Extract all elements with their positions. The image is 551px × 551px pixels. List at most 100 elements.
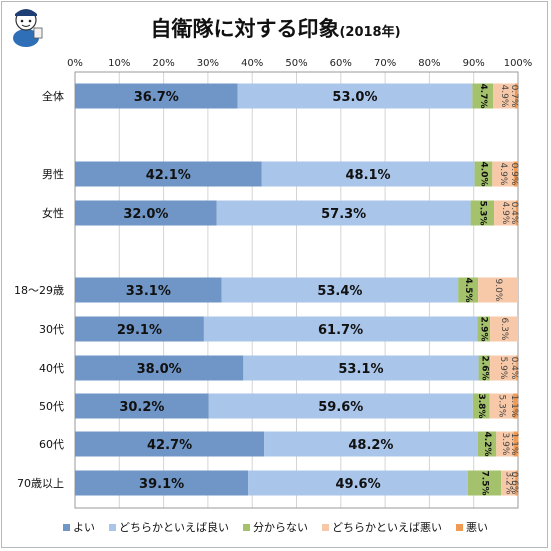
data-label: 48.2% xyxy=(348,438,393,453)
x-tick-label: 100% xyxy=(504,58,533,69)
bar-segment xyxy=(514,83,518,109)
data-label: 1.1% xyxy=(509,395,519,418)
category-label: 40代 xyxy=(39,362,64,375)
legend-swatch xyxy=(322,523,329,531)
bar-segment xyxy=(501,470,516,496)
legend-label: よい xyxy=(73,521,95,534)
bar-segment xyxy=(216,200,471,226)
data-label: 5.9% xyxy=(498,357,508,380)
legend: よい どちらかといえば良い 分からない どちらかといえば悪い 悪い xyxy=(0,518,551,536)
data-label: 0.6% xyxy=(509,472,519,495)
legend-item: どちらかといえば良い xyxy=(109,518,229,536)
data-label: 4.0% xyxy=(478,162,488,187)
legend-item: どちらかといえば悪い xyxy=(322,518,442,536)
data-label: 57.3% xyxy=(321,207,366,222)
data-label: 42.1% xyxy=(146,168,191,183)
category-label: 30代 xyxy=(39,323,64,336)
category-label: 男性 xyxy=(42,167,64,181)
data-label: 4.7% xyxy=(478,84,488,109)
bar-segment xyxy=(75,355,244,381)
data-label: 2.6% xyxy=(479,356,489,381)
bar-segment xyxy=(492,161,515,187)
data-label: 53.1% xyxy=(338,362,383,377)
bar-segment xyxy=(467,470,502,496)
data-label: 0.4% xyxy=(509,357,519,380)
x-tick-label: 30% xyxy=(197,58,219,69)
data-label: 5.3% xyxy=(496,395,506,418)
bar-segment xyxy=(514,161,518,187)
bar-segment xyxy=(75,431,265,457)
data-label: 9.0% xyxy=(493,279,503,302)
legend-swatch xyxy=(63,523,70,531)
bar-segment xyxy=(75,316,204,342)
data-label: 39.1% xyxy=(139,477,184,492)
bar-segment xyxy=(221,277,459,303)
bar-segment xyxy=(490,355,517,381)
category-label: 女性 xyxy=(42,206,64,220)
bar-segment xyxy=(472,83,494,109)
x-tick-label: 0% xyxy=(67,58,83,69)
bar-segment xyxy=(513,393,518,419)
legend-swatch xyxy=(243,523,250,531)
data-label: 4.2% xyxy=(482,432,492,457)
bar-segment xyxy=(477,431,497,457)
bar-segment xyxy=(516,355,518,381)
data-label: 2.9% xyxy=(479,317,489,342)
legend-label: どちらかといえば良い xyxy=(119,521,229,534)
bar-segment xyxy=(513,431,519,457)
legend-label: どちらかといえば悪い xyxy=(332,521,442,534)
data-label: 3.2% xyxy=(503,472,513,495)
bar-segment xyxy=(243,355,479,381)
x-tick-label: 80% xyxy=(418,58,440,69)
category-label: 全体 xyxy=(42,89,64,103)
data-label: 61.7% xyxy=(318,323,363,338)
category-label: 70歳以上 xyxy=(17,477,64,490)
data-label: 1.1% xyxy=(509,433,519,456)
data-label: 33.1% xyxy=(126,284,171,299)
bar-segment xyxy=(478,355,491,381)
data-label: 0.7% xyxy=(509,85,519,108)
legend-item: 悪い xyxy=(456,518,488,536)
data-label: 4.9% xyxy=(500,202,510,225)
bar-segment xyxy=(494,200,516,226)
legend-label: 悪い xyxy=(466,521,488,534)
bar-segment xyxy=(264,431,478,457)
bar-segment xyxy=(490,316,518,342)
bar-segment xyxy=(75,277,222,303)
bar-segment xyxy=(489,393,514,419)
bar-segment xyxy=(75,161,262,187)
data-label: 48.1% xyxy=(345,168,390,183)
x-tick-label: 90% xyxy=(463,58,485,69)
data-label: 53.4% xyxy=(317,284,362,299)
data-label: 38.0% xyxy=(137,362,182,377)
data-label: 36.7% xyxy=(134,90,179,105)
data-label: 3.9% xyxy=(500,433,510,456)
data-label: 0.9% xyxy=(509,163,519,186)
data-label: 0.4% xyxy=(509,202,519,225)
data-label: 30.2% xyxy=(119,400,164,415)
bar-segment xyxy=(203,316,478,342)
category-label: 18〜29歳 xyxy=(14,284,64,297)
x-tick-label: 40% xyxy=(241,58,263,69)
chart-title-sub: (2018年) xyxy=(339,25,401,40)
data-label: 4.5% xyxy=(463,278,473,303)
data-label: 3.8% xyxy=(476,394,486,419)
category-label: 50代 xyxy=(39,400,64,413)
chart-title: 自衛隊に対する印象(2018年) xyxy=(0,13,551,43)
bar-segment xyxy=(472,393,490,419)
bar-segment xyxy=(248,470,468,496)
bar-segment xyxy=(496,431,514,457)
data-label: 29.1% xyxy=(117,323,162,338)
bar-segment xyxy=(208,393,473,419)
x-tick-label: 60% xyxy=(330,58,352,69)
data-label: 32.0% xyxy=(123,207,168,222)
legend-item: 分からない xyxy=(243,518,308,536)
bar-segment xyxy=(515,470,518,496)
bar-segment xyxy=(474,161,493,187)
bar-layer: 36.7% 53.0% 4.7% 4.9% 0.7%42.1% 48.1% 4.0% 4.9%… xyxy=(75,83,519,496)
x-tick-label: 70% xyxy=(374,58,396,69)
data-label: 42.7% xyxy=(147,438,192,453)
legend-item: よい xyxy=(63,518,95,536)
data-label: 4.9% xyxy=(499,85,509,108)
